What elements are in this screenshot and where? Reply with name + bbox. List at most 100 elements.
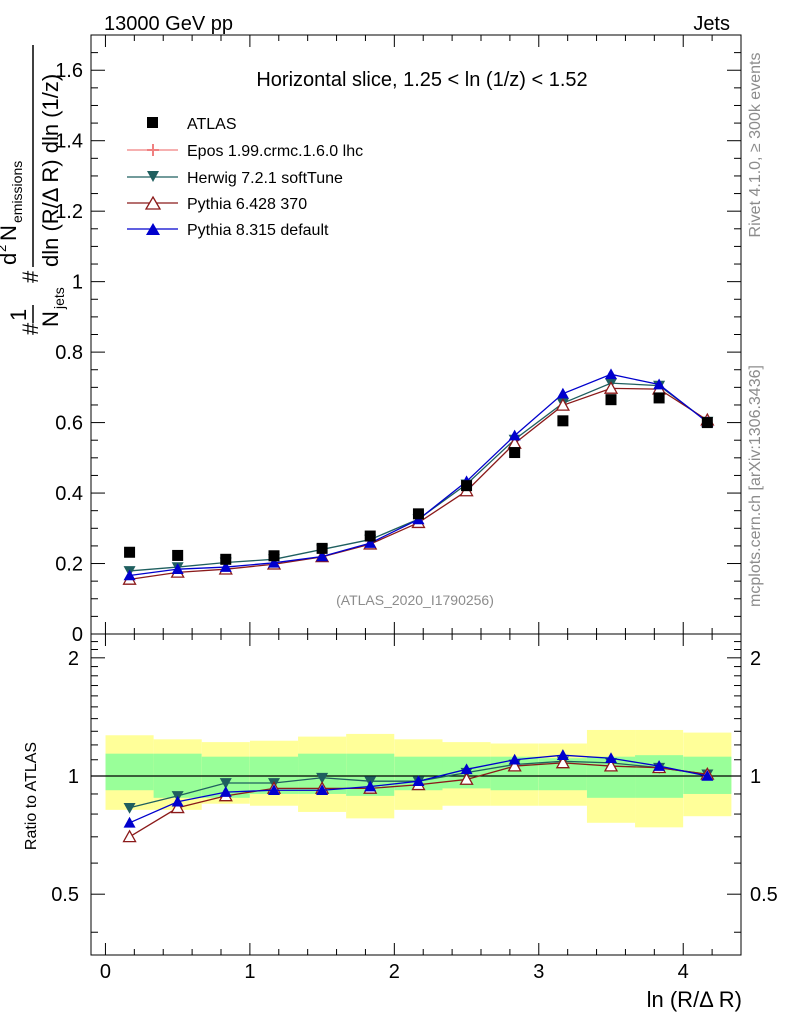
- ratio-tick-label-right-2: 2: [750, 648, 761, 670]
- main-line-pythia6: [129, 387, 708, 581]
- legend-entry-pythia6: Pythia 6.428 370: [127, 195, 307, 213]
- main-point-atlas-9: [557, 415, 569, 427]
- svg-text:N: N: [38, 311, 63, 327]
- y-tick-label-0.8: 0.8: [55, 342, 83, 364]
- main-line-pythia8: [129, 373, 708, 577]
- main-point-pythia8-2: [219, 561, 232, 572]
- y-tick-label-1.2: 1.2: [55, 201, 83, 223]
- main-point-atlas-12: [701, 417, 713, 429]
- x-tick-label-3: 3: [533, 961, 544, 983]
- x-axis-label: ln (R/Δ R): [647, 987, 742, 1012]
- legend-marker-herwig: [147, 171, 159, 182]
- legend-entry-pythia8: Pythia 8.315 default: [127, 222, 329, 239]
- ratio-point-pythia8-5: [364, 780, 377, 792]
- main-point-pythia8-3: [268, 556, 281, 568]
- legend-entry-atlas: ATLAS: [147, 116, 237, 133]
- y-tick-label-0.2: 0.2: [55, 554, 83, 576]
- side-mcplots-label: mcplots.cern.ch [arXiv:1306.3436]: [747, 365, 764, 607]
- ratio-point-pythia8-7: [460, 763, 473, 775]
- ratio-frame: [90, 633, 742, 956]
- legend-label-epos: Epos 1.99.crmc.1.6.0 lhc: [187, 143, 363, 160]
- axes: 0 1 2 3 4 0 0.2 0.4 0.6 0.8 1 1.2 1.4 1.6 0.5 0.5 1 1 2 2: [51, 34, 778, 983]
- main-point-pythia8-4: [316, 550, 329, 562]
- svg-text:N: N: [0, 225, 21, 241]
- y-tick-label-1.4: 1.4: [55, 131, 83, 153]
- legend-label-pythia6: Pythia 6.428 370: [187, 196, 307, 213]
- svg-text:jets: jets: [51, 287, 67, 310]
- ratio-series: [122, 749, 715, 843]
- ratio-point-pythia8-2: [219, 786, 232, 797]
- ratio-point-pythia8-6: [412, 775, 425, 787]
- ratio-point-pythia6-0: [122, 829, 137, 843]
- legend-entry-epos: Epos 1.99.crmc.1.6.0 lhc: [127, 143, 363, 160]
- plot-title: Horizontal slice, 1.25 < ln (1/z) < 1.52: [256, 69, 587, 91]
- x-tick-label-1: 1: [244, 961, 255, 983]
- ratio-point-herwig-2: [219, 778, 232, 789]
- y-tick-label-0.6: 0.6: [55, 413, 83, 435]
- ratio-point-pythia6-8: [507, 758, 522, 772]
- main-point-atlas-7: [461, 480, 473, 492]
- main-point-atlas-1: [172, 549, 184, 561]
- main-point-atlas-4: [316, 542, 328, 554]
- svg-text:2: 2: [0, 245, 9, 252]
- main-point-pythia8-8: [508, 429, 521, 441]
- ratio-tick-label-left-1: 1: [68, 766, 79, 788]
- ratio-point-pythia6-10: [603, 758, 619, 772]
- ratio-ylabel: Ratio to ATLAS: [23, 742, 40, 850]
- legend-marker-atlas: [147, 117, 158, 128]
- main-point-atlas-0: [124, 546, 136, 558]
- side-rivet-label: Rivet 4.1.0, ≥ 300k events: [747, 53, 764, 238]
- ratio-point-pythia8-10: [605, 752, 617, 764]
- main-point-pythia6-9: [555, 397, 571, 411]
- ratio-point-pythia8-3: [268, 784, 281, 796]
- ratio-point-pythia8-4: [316, 784, 329, 796]
- main-point-pythia8-5: [364, 537, 377, 548]
- ratio-point-herwig-0: [123, 802, 136, 814]
- legend-entry-herwig: Herwig 7.2.1 softTune: [127, 170, 343, 187]
- legend-label-herwig: Herwig 7.2.1 softTune: [187, 170, 343, 187]
- ratio-point-pythia8-1: [171, 795, 184, 807]
- svg-text:dln (R/Δ R) dln (1/z): dln (R/Δ R) dln (1/z): [38, 74, 63, 267]
- main-point-atlas-2: [220, 553, 232, 565]
- ratio-tick-label-left-0.5: 0.5: [51, 884, 79, 906]
- main-point-pythia8-11: [653, 378, 666, 390]
- legend-label-pythia8: Pythia 8.315 default: [187, 222, 329, 239]
- main-point-atlas-10: [605, 394, 617, 406]
- header-jets: Jets: [693, 13, 730, 35]
- y-tick-label-1: 1: [72, 272, 83, 294]
- main-series: [122, 368, 715, 585]
- legend-marker-pythia6: [144, 195, 162, 210]
- legend: ATLAS Epos 1.99.crmc.1.6.0 lhc Herwig 7.…: [127, 116, 363, 239]
- ratio-tick-label-left-2: 2: [68, 648, 79, 670]
- x-tick-label-2: 2: [389, 961, 400, 983]
- ratio-tick-label-right-0.5: 0.5: [750, 884, 778, 906]
- y-tick-label-0.4: 0.4: [55, 483, 83, 505]
- ratio-tick-label-right-1: 1: [750, 766, 761, 788]
- main-point-atlas-6: [412, 508, 424, 520]
- main-point-atlas-8: [509, 447, 521, 459]
- ratio-point-pythia8-8: [508, 753, 521, 765]
- svg-text:d: d: [0, 253, 21, 265]
- svg-text:emissions: emissions: [9, 161, 25, 223]
- ratio-point-pythia8-11: [653, 760, 666, 771]
- legend-label-atlas: ATLAS: [187, 116, 237, 133]
- ratio-point-pythia6-7: [459, 772, 474, 785]
- main-point-pythia6-10: [603, 381, 619, 394]
- main-line-herwig: [129, 382, 708, 572]
- ratio-point-pythia6-1: [170, 800, 185, 814]
- y-tick-label-0: 0: [72, 624, 83, 646]
- ratio-point-pythia6-9: [555, 755, 571, 769]
- ratio-point-pythia8-0: [123, 816, 136, 828]
- x-tick-label-4: 4: [678, 961, 689, 983]
- watermark: (ATLAS_2020_I1790256): [336, 592, 494, 608]
- svg-text:#: #: [18, 322, 43, 335]
- header-energy: 13000 GeV pp: [104, 13, 233, 35]
- main-point-pythia8-0: [123, 569, 136, 581]
- legend-marker-pythia8: [146, 223, 160, 235]
- legend-marker-epos: [147, 144, 159, 156]
- ratio-point-herwig-4: [316, 772, 329, 784]
- svg-text:#: #: [18, 270, 43, 283]
- main-point-atlas-3: [268, 550, 280, 562]
- main-point-atlas-11: [653, 392, 665, 404]
